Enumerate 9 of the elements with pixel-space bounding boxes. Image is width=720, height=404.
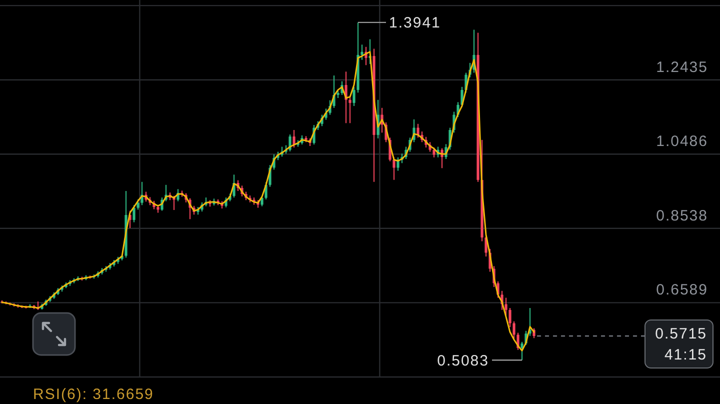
ref-line-label: 0.5715 — [655, 325, 707, 342]
annotation: 0.5083 — [437, 352, 489, 370]
y-tick-label: 1.0486 — [656, 133, 708, 150]
y-tick-label: 0.6589 — [656, 282, 708, 299]
y-tick-label: 1.2435 — [656, 58, 708, 76]
annotation: 1.3941 — [389, 14, 441, 32]
text: 41:15 — [664, 346, 707, 364]
y-tick-label: 0.8538 — [656, 207, 708, 224]
text: RSI(6): 31.6659 — [33, 386, 154, 403]
